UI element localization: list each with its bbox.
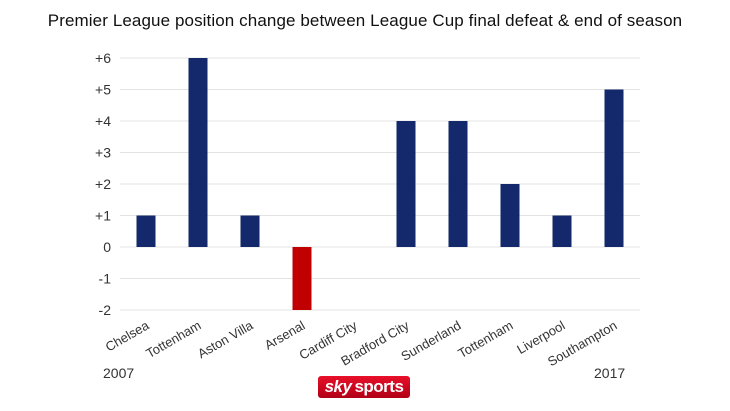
bar xyxy=(448,121,468,247)
y-tick-label: +1 xyxy=(95,208,111,224)
y-tick-label: -1 xyxy=(99,271,112,287)
end-year-label: 2017 xyxy=(594,365,626,381)
bars xyxy=(136,58,624,310)
x-category-label: Tottenham xyxy=(455,318,515,361)
bar xyxy=(240,215,260,247)
y-tick-label: +4 xyxy=(95,113,111,129)
bar xyxy=(500,184,520,247)
y-tick-label: +3 xyxy=(95,145,111,161)
bar xyxy=(604,89,624,247)
sky-sports-logo: sky sports xyxy=(318,376,410,398)
bar xyxy=(136,215,156,247)
x-category-label: Tottenham xyxy=(143,318,203,361)
bar xyxy=(188,58,208,247)
y-axis-ticks: +6 +5 +4 +3 +2 +1 0 -1 -2 xyxy=(95,50,111,318)
y-tick-label: -2 xyxy=(99,302,112,318)
x-category-label: Aston Villa xyxy=(195,317,256,361)
bar xyxy=(396,121,416,247)
bar xyxy=(552,215,572,247)
y-tick-label: +2 xyxy=(95,176,111,192)
logo-sky-text: sky xyxy=(324,377,352,396)
x-category-label: Sunderland xyxy=(398,318,463,364)
y-tick-label: +6 xyxy=(95,50,111,66)
bar xyxy=(292,247,312,310)
start-year-label: 2007 xyxy=(103,365,135,381)
chart-title: Premier League position change between L… xyxy=(47,11,683,30)
y-tick-label: +5 xyxy=(95,82,111,98)
y-tick-label: 0 xyxy=(103,239,111,255)
logo-sports-text: sports xyxy=(354,377,404,396)
